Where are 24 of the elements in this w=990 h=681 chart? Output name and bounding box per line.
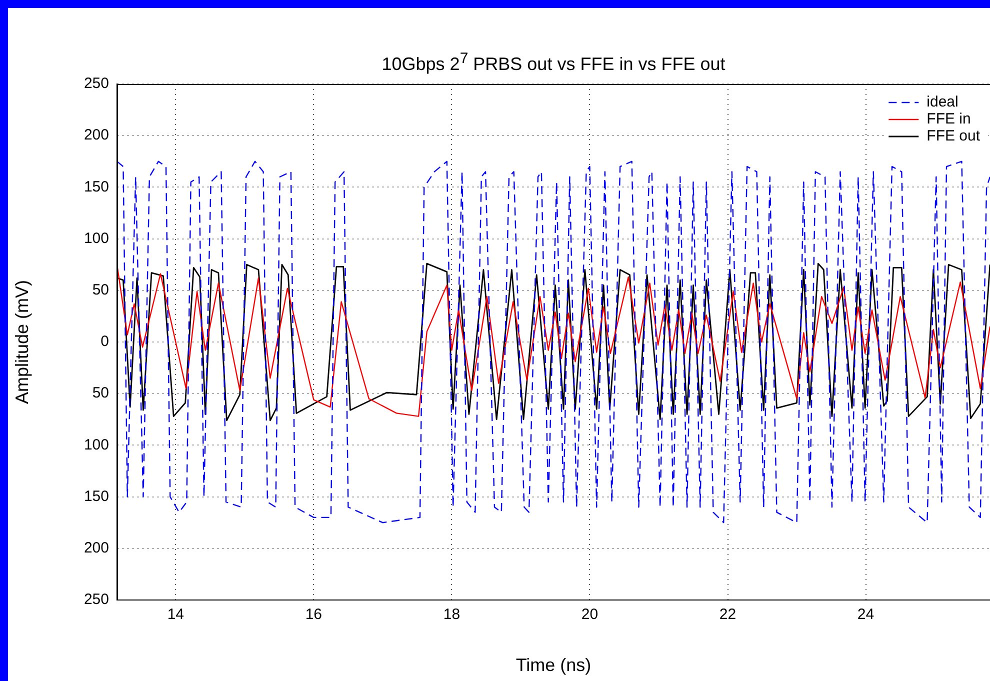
legend-label: FFE in [926,110,971,128]
y-tick-label: 150 [84,178,109,196]
y-axis-title: Amplitude (mV) [12,280,32,404]
x-tick-label: 24 [857,606,874,624]
chart-title: 10Gbps 2$^{7}$ PRBS out vs FFE in vs FFE out [380,50,726,75]
y-tick-label: 50 [92,384,109,402]
x-tick-label: 20 [581,606,598,624]
legend-label: ideal [926,94,958,111]
y-tick-label: 100 [84,436,109,454]
legend-label: FFE out [926,128,981,145]
line-series [117,160,990,524]
y-tick-label: 50 [92,282,109,299]
y-tick-label: 150 [84,488,109,505]
x-tick-label: 14 [167,606,184,624]
y-tick-label: 100 [84,230,109,247]
y-tick-label: 250 [84,75,109,92]
x-axis-title: Time (ns) [516,655,592,676]
y-tick-label: 250 [84,591,109,608]
x-tick-label: 16 [305,606,322,624]
y-tick-label: 200 [84,540,109,557]
y-tick-label: 0 [100,333,109,350]
y-tick-label: 200 [84,126,109,144]
x-tick-label: 18 [443,606,460,624]
x-tick-label: 22 [719,606,736,624]
